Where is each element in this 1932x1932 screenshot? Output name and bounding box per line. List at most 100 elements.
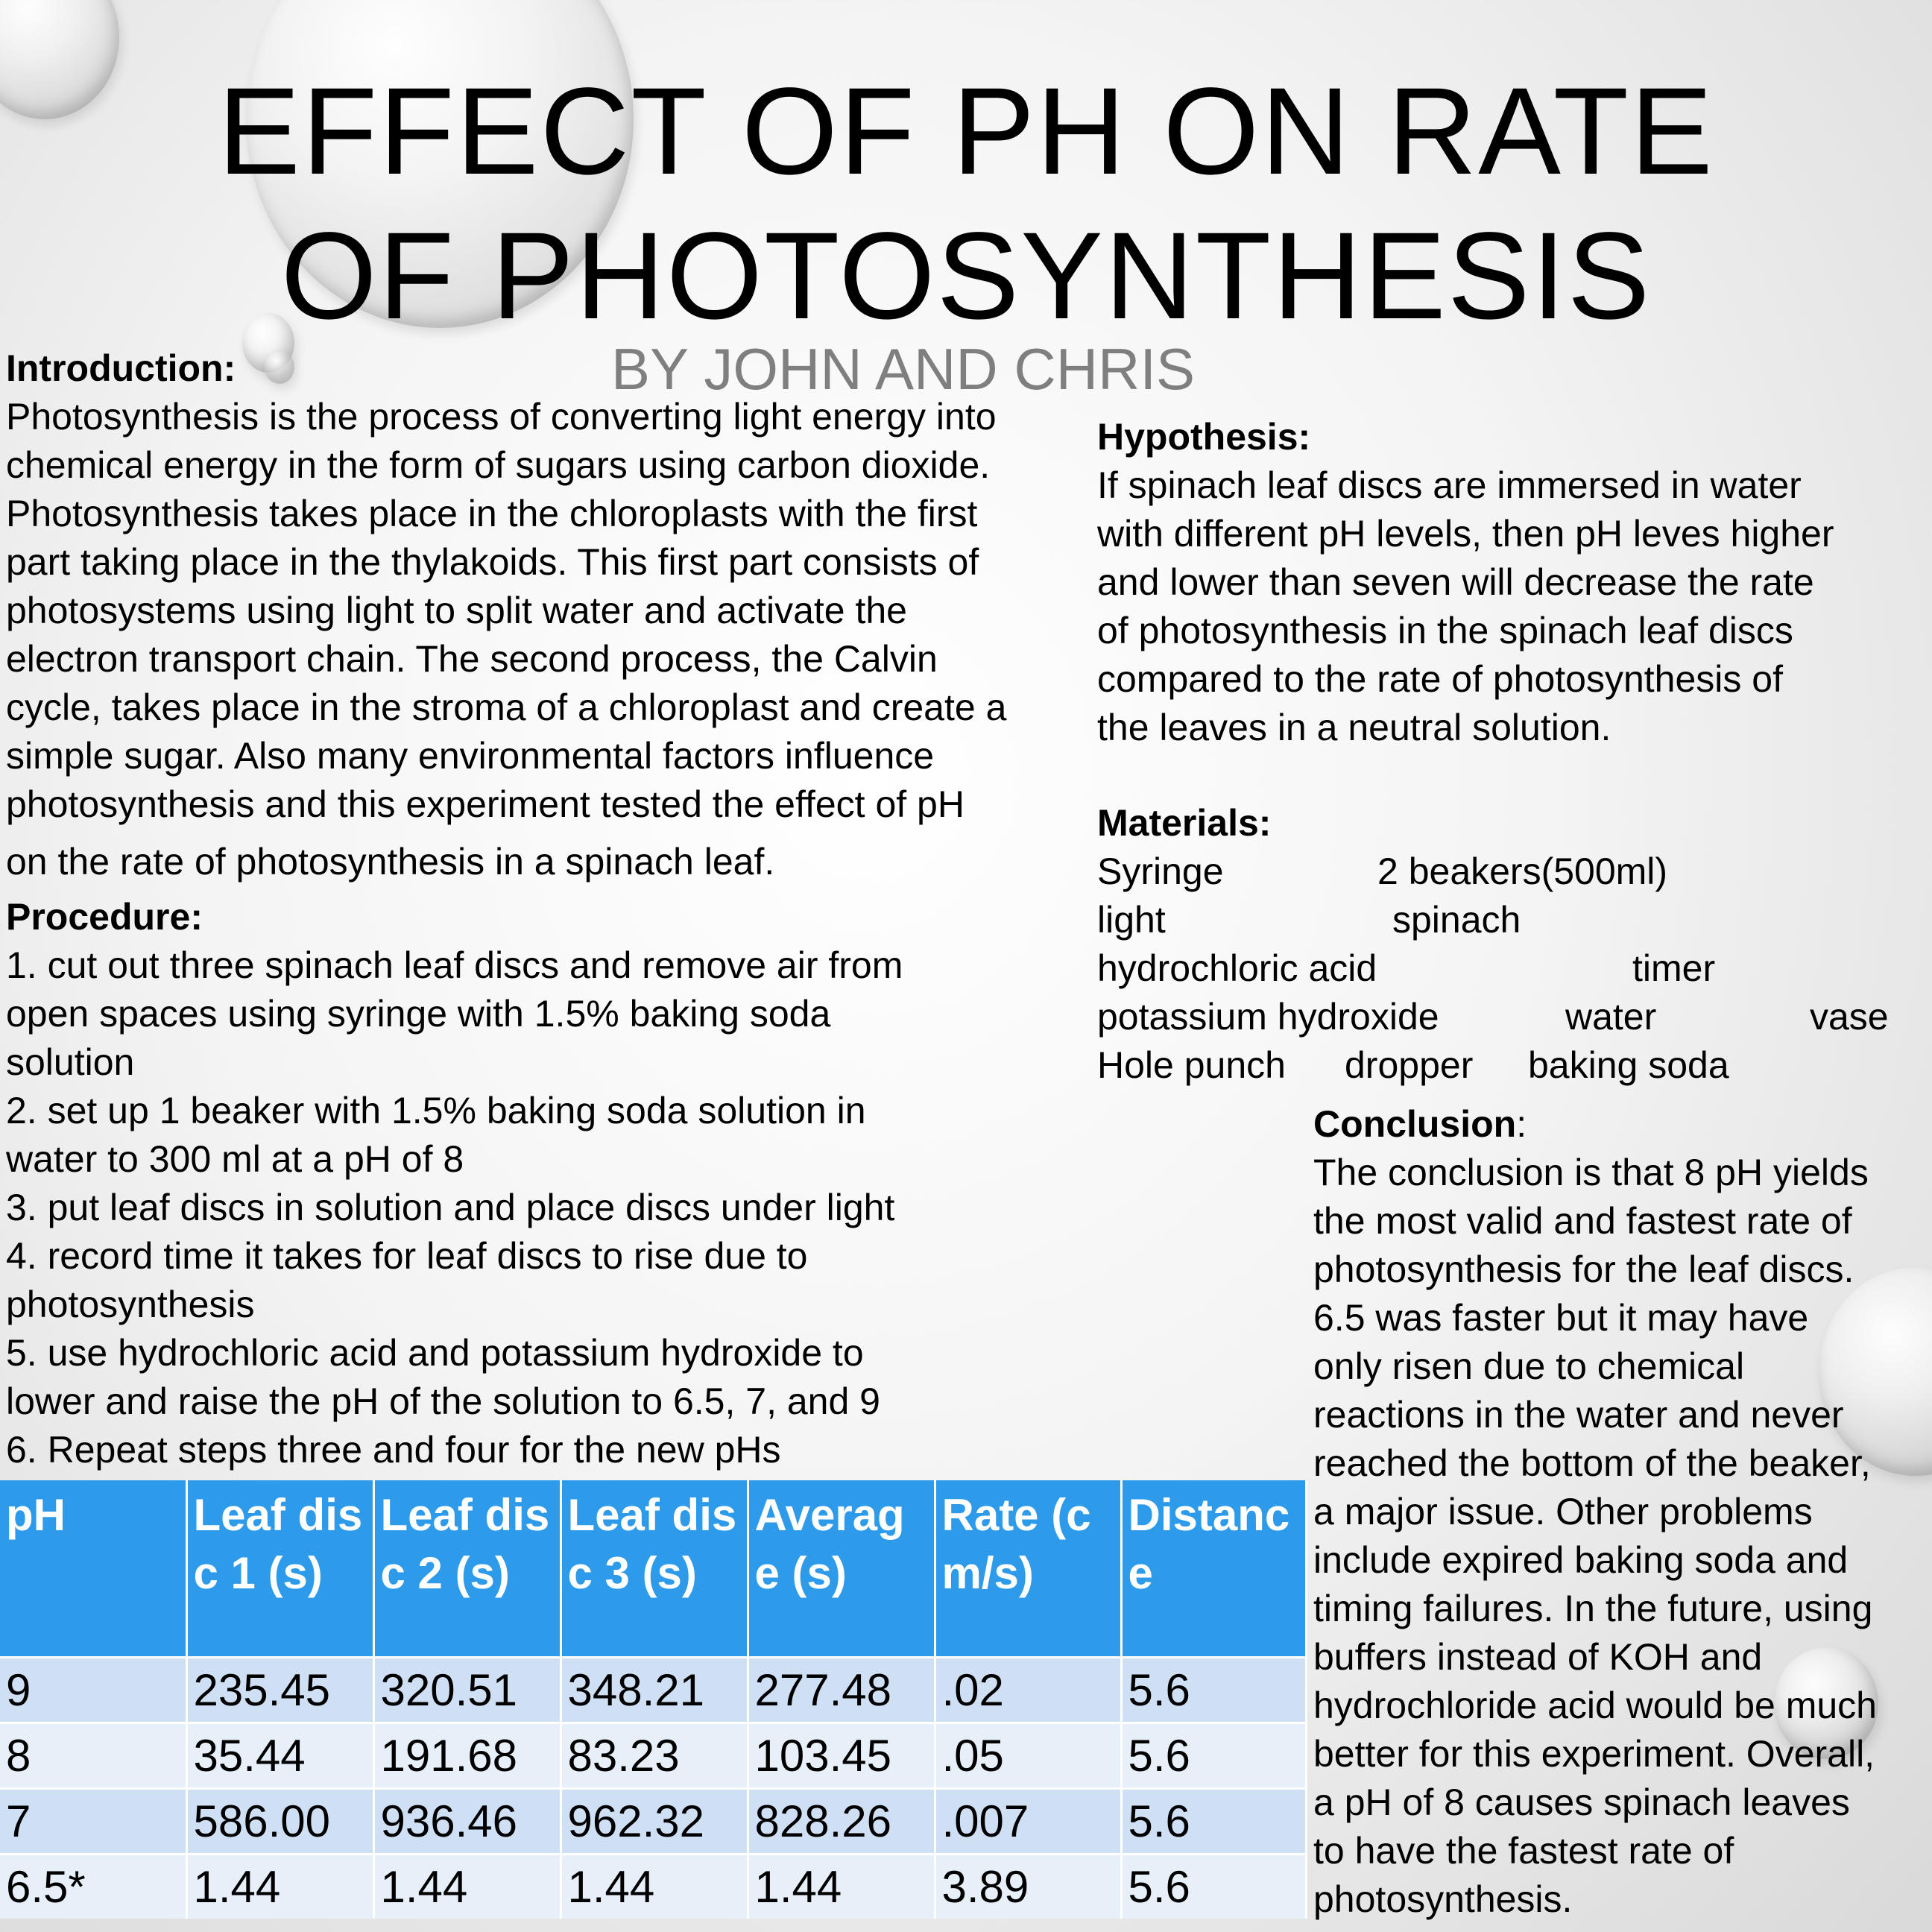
hypothesis-line: and lower than seven will decrease the r… xyxy=(1097,561,1814,603)
table-cell: 6.5* xyxy=(0,1853,188,1919)
conclusion-line: 6.5 was faster but it may have xyxy=(1313,1297,1809,1339)
table-cell: 1.44 xyxy=(748,1853,936,1919)
materials-row: potassium hydroxide water vase xyxy=(1097,993,1917,1041)
conclusion-line: a pH of 8 causes spinach leaves xyxy=(1313,1781,1850,1823)
conclusion-line: reached the bottom of the beaker, xyxy=(1313,1442,1871,1484)
conclusion-line: better for this experiment. Overall, xyxy=(1313,1733,1875,1775)
table-cell: 320.51 xyxy=(373,1656,562,1723)
conclusion-line: buffers instead of KOH and xyxy=(1313,1636,1763,1678)
procedure-line: 1. cut out three spinach leaf discs and … xyxy=(6,944,903,986)
table-cell: 3.89 xyxy=(935,1853,1123,1919)
table-header-cell: Leaf disc 2 (s) xyxy=(373,1480,562,1658)
table-cell: 1.44 xyxy=(561,1853,749,1919)
table-cell: 5.6 xyxy=(1121,1722,1307,1789)
material-item: potassium hydroxide xyxy=(1097,996,1439,1038)
materials-row: light spinach xyxy=(1097,896,1917,944)
table-cell: 5.6 xyxy=(1121,1787,1307,1854)
materials-row: hydrochloric acid timer xyxy=(1097,944,1917,993)
conclusion-heading: Conclusion xyxy=(1313,1103,1517,1145)
results-table: pH Leaf disc 1 (s) Leaf disc 2 (s) Leaf … xyxy=(0,1480,1307,1919)
table-cell: 83.23 xyxy=(561,1722,749,1789)
table-cell: 235.45 xyxy=(186,1656,375,1723)
table-row: 7 586.00 936.46 962.32 828.26 .007 5.6 xyxy=(0,1787,1307,1854)
table-cell: 191.68 xyxy=(373,1722,562,1789)
hypothesis-line: of photosynthesis in the spinach leaf di… xyxy=(1097,610,1793,651)
table-header-cell: Leaf disc 1 (s) xyxy=(186,1480,375,1658)
conclusion-line: hydrochloride acid would be much xyxy=(1313,1685,1877,1726)
material-item: light xyxy=(1097,899,1166,941)
table-cell: 8 xyxy=(0,1722,188,1789)
table-row: 8 35.44 191.68 83.23 103.45 .05 5.6 xyxy=(0,1722,1307,1789)
table-cell: 5.6 xyxy=(1121,1853,1307,1919)
introduction-line: simple sugar. Also many environmental fa… xyxy=(6,735,935,777)
hypothesis-line: compared to the rate of photosynthesis o… xyxy=(1097,658,1783,700)
introduction-heading: Introduction: xyxy=(6,347,236,389)
title-line-2: OF PHOTOSYNTHESIS xyxy=(280,207,1652,345)
procedure-line: 6. Repeat steps three and four for the n… xyxy=(6,1429,781,1471)
introduction-line: photosystems using light to split water … xyxy=(6,590,907,631)
materials-row: Hole punch dropper baking soda xyxy=(1097,1041,1917,1090)
introduction-line: Photosynthesis is the process of convert… xyxy=(6,396,997,438)
material-item: vase xyxy=(1810,996,1889,1038)
table-header-cell: Leaf disc 3 (s) xyxy=(561,1480,749,1658)
hypothesis-section: Hypothesis: If spinach leaf discs are im… xyxy=(1097,413,1917,752)
conclusion-line: the most valid and fastest rate of xyxy=(1313,1200,1852,1242)
conclusion-line: include expired baking soda and xyxy=(1313,1539,1849,1581)
table-header-cell: Distance xyxy=(1121,1480,1307,1658)
conclusion-line: to have the fastest rate of xyxy=(1313,1830,1734,1872)
material-item: water xyxy=(1565,996,1657,1038)
conclusion-line: reactions in the water and never xyxy=(1313,1394,1844,1436)
table-cell: .02 xyxy=(935,1656,1123,1723)
table-cell: 1.44 xyxy=(373,1853,562,1919)
procedure-line: water to 300 ml at a pH of 8 xyxy=(6,1138,464,1180)
introduction-line: part taking place in the thylakoids. Thi… xyxy=(6,541,979,583)
poster-subtitle: BY JOHN AND CHRIS xyxy=(611,336,1196,402)
table-cell: .007 xyxy=(935,1787,1123,1854)
title-line-1: EFFECT OF PH ON RATE xyxy=(218,63,1714,201)
table-cell: 35.44 xyxy=(186,1722,375,1789)
hypothesis-line: If spinach leaf discs are immersed in wa… xyxy=(1097,464,1802,506)
water-drop-decoration xyxy=(265,350,294,384)
conclusion-line: The conclusion is that 8 pH yields xyxy=(1313,1152,1869,1193)
table-cell: 9 xyxy=(0,1656,188,1723)
introduction-line: cycle, takes place in the stroma of a ch… xyxy=(6,686,1007,728)
hypothesis-line: the leaves in a neutral solution. xyxy=(1097,707,1611,748)
table-header-row: pH Leaf disc 1 (s) Leaf disc 2 (s) Leaf … xyxy=(0,1480,1307,1658)
material-item: Syringe xyxy=(1097,850,1224,892)
procedure-section: Procedure: 1. cut out three spinach leaf… xyxy=(6,893,1049,1474)
procedure-line: 2. set up 1 beaker with 1.5% baking soda… xyxy=(6,1090,866,1131)
introduction-section: Introduction: Photosynthesis is the proc… xyxy=(6,344,1087,886)
procedure-heading: Procedure: xyxy=(6,896,203,938)
conclusion-line: photosynthesis. xyxy=(1313,1878,1573,1920)
table-cell: 586.00 xyxy=(186,1787,375,1854)
conclusion-heading-row: Conclusion: xyxy=(1313,1100,1932,1149)
material-item: spinach xyxy=(1392,899,1521,941)
conclusion-section: Conclusion: The conclusion is that 8 pH … xyxy=(1313,1100,1932,1924)
table-cell: 348.21 xyxy=(561,1656,749,1723)
conclusion-line: only risen due to chemical xyxy=(1313,1345,1745,1387)
table-cell: 5.6 xyxy=(1121,1656,1307,1723)
table-cell: 828.26 xyxy=(748,1787,936,1854)
poster-title: EFFECT OF PH ON RATE OF PHOTOSYNTHESIS xyxy=(0,60,1932,349)
material-item: baking soda xyxy=(1528,1044,1729,1086)
material-item: timer xyxy=(1632,947,1716,989)
materials-row: Syringe 2 beakers(500ml) xyxy=(1097,847,1917,896)
table-cell: 277.48 xyxy=(748,1656,936,1723)
conclusion-line: timing failures. In the future, using xyxy=(1313,1588,1873,1629)
hypothesis-line: with different pH levels, then pH leves … xyxy=(1097,513,1834,555)
procedure-line: 3. put leaf discs in solution and place … xyxy=(6,1187,895,1228)
material-item: Hole punch xyxy=(1097,1044,1286,1086)
procedure-line: solution xyxy=(6,1041,135,1083)
hypothesis-heading: Hypothesis: xyxy=(1097,416,1311,458)
table-cell: 1.44 xyxy=(186,1853,375,1919)
table-cell: 103.45 xyxy=(748,1722,936,1789)
introduction-line: photosynthesis and this experiment teste… xyxy=(6,783,965,825)
table-header-cell: Average (s) xyxy=(748,1480,936,1658)
procedure-line: open spaces using syringe with 1.5% baki… xyxy=(6,993,831,1035)
procedure-line: lower and raise the pH of the solution t… xyxy=(6,1380,880,1422)
table-row: 6.5* 1.44 1.44 1.44 1.44 3.89 5.6 xyxy=(0,1853,1307,1919)
introduction-line: on the rate of photosynthesis in a spina… xyxy=(6,841,775,883)
table-cell: 962.32 xyxy=(561,1787,749,1854)
materials-section: Materials: Syringe 2 beakers(500ml) ligh… xyxy=(1097,799,1917,1090)
table-row: 9 235.45 320.51 348.21 277.48 .02 5.6 xyxy=(0,1656,1307,1723)
